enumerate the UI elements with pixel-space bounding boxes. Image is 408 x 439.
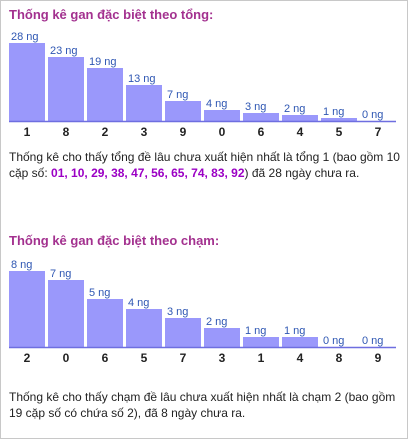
cham-value-label-8: 0 ng [323,335,344,347]
cham-category-label-9: 9 [375,351,382,365]
desc-total-after: ) đã 28 ngày chưa ra. [244,166,360,180]
cham-category-label-2: 2 [24,351,31,365]
cham-category-label-5: 5 [141,351,148,365]
cham-value-label-3: 2 ng [206,316,227,328]
total-bar-1 [9,43,45,121]
cham-category-label-1: 1 [258,351,265,365]
cham-bar-0 [48,280,84,347]
desc-total-numbers: 01, 10, 29, 38, 47, 56, 65, 74, 83, 92 [51,166,245,180]
cham-category-label-4: 4 [297,351,304,365]
desc-total-before: Thống kê cho thấy tổng đề lâu chưa xuất … [9,150,400,180]
bar-chart-cham: 8 ng 2 7 ng 0 5 ng 6 4 ng 5 3 ng 7 2 ng 3 1 ng 1 1 ng 4… [9,259,396,365]
description-total: Thống kê cho thấy tổng đề lâu chưa xuất … [9,149,403,181]
cham-value-label-5: 4 ng [128,297,149,309]
total-bar-4 [282,115,318,121]
cham-value-label-7: 3 ng [167,306,188,318]
cham-category-label-0: 0 [63,351,70,365]
cham-category-label-8: 8 [336,351,343,365]
total-category-label-4: 4 [297,125,304,139]
total-value-label-4: 2 ng [284,103,305,115]
total-value-label-3: 13 ng [128,73,156,85]
total-value-label-8: 23 ng [50,45,78,57]
cham-value-label-9: 0 ng [362,335,383,347]
cham-bar-1 [243,337,279,347]
description-cham: Thống kê cho thấy chạm đề lâu chưa xuất … [9,390,396,420]
total-bar-0 [204,110,240,121]
total-bar-9 [165,101,201,121]
cham-category-label-6: 6 [102,351,109,365]
total-bar-8 [48,57,84,121]
total-category-label-3: 3 [141,125,148,139]
cham-value-label-2: 8 ng [11,259,32,271]
cham-category-label-7: 7 [180,351,187,365]
total-value-label-0: 4 ng [206,98,227,110]
total-category-label-8: 8 [63,125,70,139]
cham-bar-4 [282,337,318,347]
cham-value-label-0: 7 ng [50,268,71,280]
total-bar-2 [87,68,123,121]
total-value-label-5: 1 ng [323,106,344,118]
total-value-label-2: 19 ng [89,56,117,68]
total-value-label-1: 28 ng [11,31,39,43]
total-category-label-7: 7 [375,125,382,139]
total-value-label-9: 7 ng [167,89,188,101]
bar-chart-total: 28 ng 1 23 ng 8 19 ng 2 13 ng 3 7 ng 9 4 ng 0 3 ng 6 2… [9,31,396,139]
cham-bar-2 [9,271,45,347]
total-value-label-7: 0 ng [362,109,383,121]
cham-value-label-6: 5 ng [89,287,110,299]
cham-value-label-4: 1 ng [284,325,305,337]
total-category-label-5: 5 [336,125,343,139]
total-category-label-0: 0 [219,125,226,139]
total-category-label-2: 2 [102,125,109,139]
total-bar-6 [243,113,279,121]
total-category-label-6: 6 [258,125,265,139]
cham-bar-7 [165,318,201,347]
cham-bar-3 [204,328,240,347]
section-title-total: Thống kê gan đặc biệt theo tổng: [9,7,214,22]
total-category-label-9: 9 [180,125,187,139]
total-bar-5 [321,118,357,121]
cham-bar-5 [126,309,162,347]
total-category-label-1: 1 [24,125,31,139]
cham-bar-6 [87,299,123,347]
cham-value-label-1: 1 ng [245,325,266,337]
total-bar-3 [126,85,162,121]
section-title-cham: Thống kê gan đặc biệt theo chạm: [9,233,220,248]
total-value-label-6: 3 ng [245,101,266,113]
cham-category-label-3: 3 [219,351,226,365]
